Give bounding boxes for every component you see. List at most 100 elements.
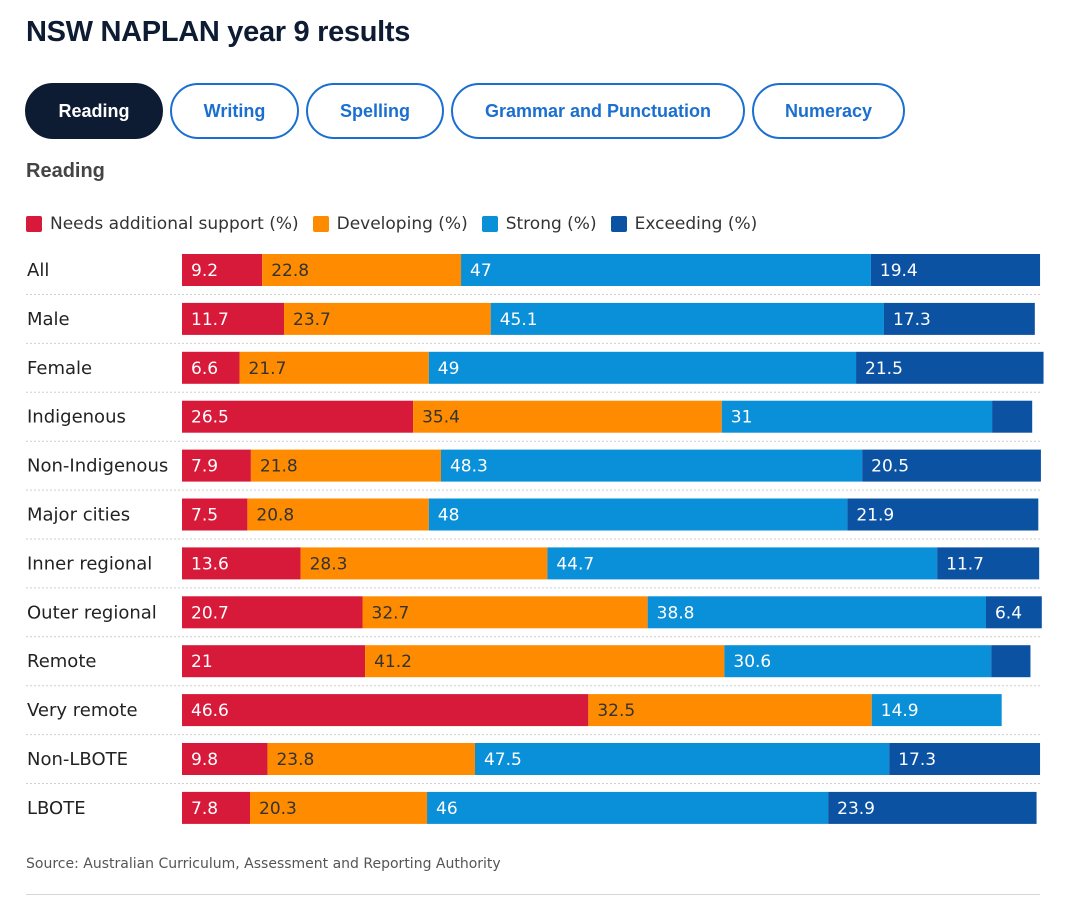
bar-segment-developing-outer-regional	[362, 596, 648, 629]
bar-segment-strong-major-cities	[428, 498, 848, 531]
bar-segment-strong-non-indigenous	[440, 449, 863, 482]
bar-segment-strong-outer-regional	[647, 596, 986, 629]
data-label: 21.9	[856, 506, 894, 526]
data-label: 44.7	[556, 554, 594, 574]
source-note: Source: Australian Curriculum, Assessmen…	[26, 856, 501, 872]
bar-segment-developing-male	[284, 302, 491, 335]
legend-item-needs-additional-support: Needs additional support (%)	[26, 214, 299, 234]
data-label: 32.5	[597, 701, 635, 721]
category-label-non-lbote: Non-LBOTE	[27, 749, 128, 770]
data-label: 7.5	[191, 506, 218, 526]
data-label: 38.8	[657, 603, 695, 623]
category-label-lbote: LBOTE	[27, 798, 86, 819]
chart-subtitle: Reading	[26, 160, 105, 182]
category-label-remote: Remote	[27, 651, 96, 672]
bar-segment-developing-non-lbote	[267, 743, 475, 775]
bar-segment-needs-additional-support-non-indigenous	[182, 449, 251, 482]
data-label: 23.8	[276, 750, 314, 770]
bar-segment-strong-all	[461, 254, 871, 286]
data-label: 7.8	[191, 799, 218, 819]
legend-swatch	[312, 216, 329, 232]
tab-grammar-and-punctuation[interactable]: Grammar and Punctuation	[451, 83, 745, 139]
bar-segment-needs-additional-support-all	[182, 254, 263, 286]
data-label: 31	[731, 408, 753, 428]
data-label: 13.6	[191, 554, 229, 574]
bar-segment-strong-remote	[724, 645, 992, 678]
data-label: 23.7	[293, 310, 331, 330]
legend-swatch	[610, 216, 627, 232]
bar-segment-strong-very-remote	[871, 694, 1002, 727]
data-label: 30.6	[733, 652, 771, 672]
bar-segment-strong-inner-regional	[547, 547, 938, 580]
bar-segment-developing-remote	[365, 645, 725, 678]
bar-segment-strong-male	[490, 302, 884, 335]
page-title: NSW NAPLAN year 9 results	[26, 16, 411, 48]
data-label: 21.7	[249, 359, 287, 379]
data-label: 20.7	[191, 603, 229, 623]
bar-segment-strong-indigenous	[721, 400, 993, 433]
bar-segment-needs-additional-support-lbote	[182, 791, 251, 824]
data-label: 7.9	[191, 457, 218, 477]
bar-segment-developing-very-remote	[588, 694, 872, 727]
category-label-female: Female	[27, 358, 92, 379]
bar-segment-developing-female	[239, 351, 429, 384]
bar-segment-developing-non-indigenous	[250, 449, 441, 482]
data-label: 6.6	[191, 359, 218, 379]
category-label-all: All	[27, 260, 49, 281]
bar-segment-needs-additional-support-inner-regional	[182, 547, 301, 580]
data-label: 17.3	[898, 750, 936, 770]
stacked-bar-chart: All 9.2 22.8 47 19.4 Male 11.7 23.7 45.1 17.3 Fema…	[26, 254, 1044, 824]
data-label: 6.4	[995, 603, 1022, 623]
data-label: 19.4	[880, 261, 918, 281]
data-label: 47.5	[484, 750, 522, 770]
category-label-non-indigenous: Non-Indigenous	[27, 456, 168, 477]
data-label: 41.2	[374, 652, 412, 672]
bar-segment-exceeding-lbote	[828, 791, 1037, 824]
data-label: 9.2	[191, 261, 218, 281]
bar-segment-exceeding-all	[870, 254, 1041, 286]
tab-numeracy[interactable]: Numeracy	[752, 83, 905, 139]
data-label: 21	[191, 652, 213, 672]
data-label: 11.7	[191, 310, 229, 330]
data-label: 32.7	[372, 603, 410, 623]
bar-segment-strong-lbote	[427, 791, 829, 824]
tab-reading[interactable]: Reading	[25, 83, 163, 139]
data-label: 20.3	[259, 799, 297, 819]
category-label-inner-regional: Inner regional	[27, 553, 152, 574]
bar-segment-strong-female	[428, 351, 857, 384]
data-label: 14.9	[881, 701, 919, 721]
bar-segment-exceeding-inner-regional	[937, 547, 1040, 580]
bar-segment-exceeding-major-cities	[847, 498, 1039, 531]
bar-segment-exceeding-female	[856, 351, 1044, 384]
legend-item-exceeding: Exceeding (%)	[610, 214, 758, 234]
bar-segment-needs-additional-support-very-remote	[182, 694, 589, 727]
bar-segment-exceeding-non-indigenous	[862, 449, 1041, 482]
chart-legend: Needs additional support (%) Developing …	[26, 212, 771, 236]
data-label: 46.6	[191, 701, 229, 721]
data-label: 21.8	[260, 457, 298, 477]
bar-segment-needs-additional-support-remote	[182, 645, 366, 678]
tab-writing[interactable]: Writing	[170, 83, 299, 139]
category-label-outer-regional: Outer regional	[27, 602, 157, 623]
data-label: 28.3	[310, 554, 348, 574]
data-label: 21.5	[865, 359, 903, 379]
bar-segment-developing-inner-regional	[300, 547, 548, 580]
legend-label: Developing (%)	[336, 214, 468, 234]
legend-swatch	[26, 216, 42, 232]
data-label: 17.3	[893, 310, 931, 330]
bar-segment-needs-additional-support-indigenous	[182, 400, 414, 433]
category-label-very-remote: Very remote	[27, 700, 138, 721]
bar-segment-exceeding-male	[883, 302, 1035, 335]
data-label: 9.8	[191, 750, 218, 770]
legend-item-developing: Developing (%)	[312, 214, 468, 234]
bar-segment-developing-lbote	[250, 791, 428, 824]
data-label: 45.1	[500, 310, 538, 330]
tab-spelling[interactable]: Spelling	[306, 83, 444, 139]
legend-label: Exceeding (%)	[634, 214, 758, 234]
data-label: 26.5	[191, 408, 229, 428]
data-label: 20.5	[871, 457, 909, 477]
data-label: 23.9	[837, 799, 875, 819]
category-label-major-cities: Major cities	[27, 505, 130, 526]
category-label-male: Male	[27, 309, 70, 330]
legend-label: Strong (%)	[505, 214, 597, 234]
